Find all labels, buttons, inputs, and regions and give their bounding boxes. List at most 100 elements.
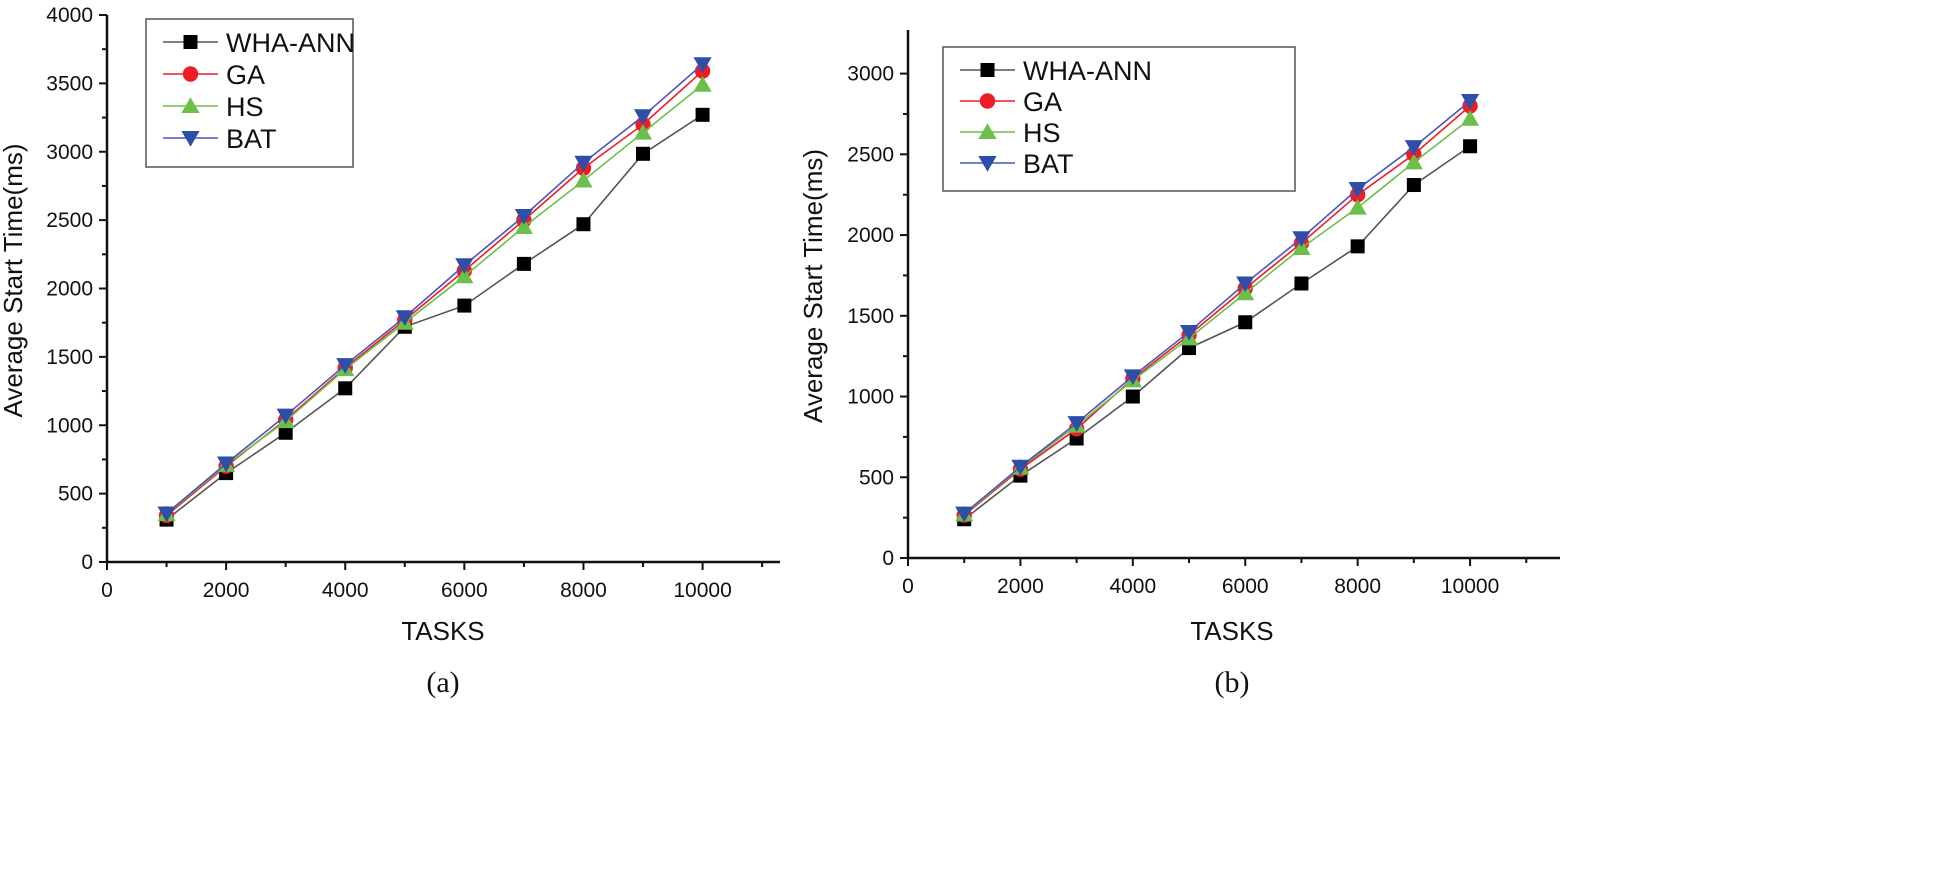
data-point <box>636 146 651 161</box>
series-line <box>166 114 704 521</box>
data-point <box>336 358 355 374</box>
legend-label: BAT <box>226 124 277 154</box>
chart-b: 0 500 1000 1500 2000 2500 3000 0 2000 4000 6000 800… <box>798 30 1560 699</box>
data-point <box>338 381 353 396</box>
data-point <box>1123 369 1142 386</box>
series-wha-ann <box>159 107 710 527</box>
data-point <box>955 506 974 523</box>
data-point <box>695 107 710 122</box>
data-point <box>576 217 591 232</box>
data-point <box>276 408 295 425</box>
legend-marker <box>978 123 997 139</box>
data-point <box>455 267 474 284</box>
series-line <box>963 118 1471 516</box>
legend-marker <box>181 97 200 113</box>
legend-marker <box>182 66 199 82</box>
subfigure-caption: (b) <box>1215 666 1250 699</box>
data-point <box>1460 110 1480 126</box>
data-point <box>278 425 293 440</box>
y-tick-label: 1500 <box>46 346 93 369</box>
y-tick-label: 2500 <box>46 209 93 232</box>
y-tick-label: 1500 <box>847 305 894 328</box>
y-axis-title: Average Start Time(ms) <box>798 149 828 423</box>
legend-item: HS <box>960 118 1061 148</box>
y-axis-title: Average Start Time(ms) <box>0 143 28 417</box>
legend-label: HS <box>1023 118 1061 148</box>
y-tick-label: 1000 <box>847 386 894 409</box>
y-tick-label: 2000 <box>46 278 93 301</box>
y-tick-label: 500 <box>859 466 894 489</box>
legend-box <box>942 46 1296 192</box>
data-point <box>633 123 653 140</box>
series-line <box>963 145 1471 520</box>
data-point <box>574 155 593 172</box>
legend-item: WHA-ANN <box>163 28 355 58</box>
legend-item: GA <box>960 87 1062 117</box>
data-point <box>1238 315 1253 330</box>
y-tick-label: 3000 <box>847 63 894 86</box>
chart-a: 0 500 1000 1500 2000 2500 3000 3500 4000 0 2000 400… <box>0 4 780 699</box>
x-tick-label: 6000 <box>1222 575 1269 598</box>
series-bat <box>157 57 712 523</box>
legend-marker <box>980 63 995 77</box>
legend-label: GA <box>1023 87 1062 117</box>
legend-marker <box>183 35 198 49</box>
x-tick-label: 0 <box>101 579 113 602</box>
data-point <box>1463 139 1478 154</box>
data-point <box>1236 276 1255 293</box>
x-tick-label: 10000 <box>1441 575 1499 598</box>
y-tick-label: 2000 <box>847 224 894 247</box>
data-point <box>1348 198 1367 215</box>
data-point <box>217 456 236 473</box>
legend-item: HS <box>163 92 264 122</box>
y-tick-label: 3500 <box>46 72 93 95</box>
data-point <box>574 171 593 188</box>
y-tick-label: 1000 <box>46 414 93 437</box>
data-point <box>395 310 414 326</box>
data-point <box>1125 389 1140 404</box>
series-line <box>963 105 1471 516</box>
data-point <box>1348 182 1367 198</box>
x-tick-label: 4000 <box>322 579 369 602</box>
data-point <box>516 256 531 271</box>
legend-item: GA <box>163 60 265 90</box>
data-point <box>693 75 712 92</box>
data-point <box>514 209 534 225</box>
legend-marker <box>181 131 200 147</box>
data-point <box>1292 239 1311 255</box>
x-axis-title: TASKS <box>401 616 484 646</box>
x-tick-label: 8000 <box>560 579 607 602</box>
data-point <box>633 109 653 125</box>
data-point <box>1404 140 1423 156</box>
x-axis-title: TASKS <box>1190 616 1273 646</box>
data-point <box>1011 459 1030 476</box>
data-point <box>693 57 712 73</box>
legend-item: BAT <box>960 149 1074 179</box>
y-tick-label: 2500 <box>847 143 894 166</box>
series-bat <box>955 94 1480 523</box>
legend-label: HS <box>226 92 264 122</box>
data-point <box>1179 324 1199 341</box>
x-tick-label: 8000 <box>1334 575 1381 598</box>
legend-item: BAT <box>163 124 277 154</box>
subfigure-caption: (a) <box>426 666 459 699</box>
legend-label: BAT <box>1023 149 1074 179</box>
y-tick-label: 0 <box>882 547 894 570</box>
y-tick-label: 500 <box>58 483 93 506</box>
legend-marker <box>978 156 997 172</box>
legend-label: WHA-ANN <box>226 28 355 58</box>
series-line <box>166 63 704 515</box>
data-point <box>455 258 474 275</box>
data-point <box>514 218 534 234</box>
x-tick-label: 6000 <box>441 579 488 602</box>
data-point <box>1294 276 1309 291</box>
data-point <box>1067 416 1086 432</box>
y-tick-label: 3000 <box>46 141 93 164</box>
y-tick-label: 4000 <box>46 4 93 27</box>
series-wha-ann <box>957 139 1478 527</box>
data-point <box>1406 178 1421 193</box>
data-point <box>1404 153 1423 170</box>
x-tick-label: 4000 <box>1109 575 1156 598</box>
